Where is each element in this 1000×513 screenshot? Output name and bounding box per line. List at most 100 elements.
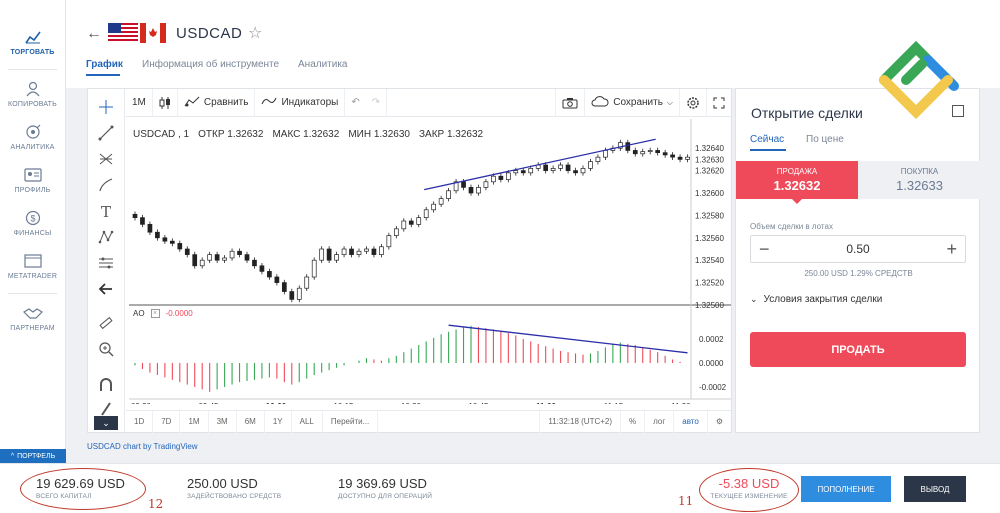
price-chart[interactable]: 1.32640 1.32630 1.32620 1.32600 1.32580 1.325… (129, 119, 731, 411)
chart-range-bar: 1D 7D 1M 3M 6M 1Y ALL Перейти... 11:32:1… (126, 410, 731, 433)
brush-tool-icon[interactable] (96, 175, 116, 195)
withdraw-button[interactable]: ВЫВОД (904, 476, 966, 502)
chart-panel: T ⌄ 1M Сравнить Индикаторы ↶ ↷ Сохранить… (87, 88, 732, 433)
candle-type-icon[interactable] (153, 88, 178, 117)
auto-scale-button[interactable]: авто (674, 410, 708, 433)
chart-clock[interactable]: 11:32:18 (UTC+2) (539, 410, 622, 433)
redo-icon[interactable]: ↷ (366, 88, 388, 117)
screenshot-camera-icon[interactable] (555, 88, 586, 117)
sell-price: 1.32632 (773, 178, 821, 193)
instrument-header: ← USDCAD ☆ График Информация об инструме… (66, 0, 1000, 88)
price-tick-label: 1.32580 (695, 211, 724, 220)
sidebar-item-trade[interactable]: ТОРГОВАТЬ (0, 22, 65, 65)
chart-settings-gear-icon[interactable]: ⚙ (715, 417, 723, 426)
sidebar-item-copy[interactable]: КОПИРОВАТЬ (0, 74, 65, 117)
ao-close-icon[interactable]: × (150, 309, 160, 318)
settings-gear-icon[interactable] (680, 88, 707, 117)
candle (595, 154, 601, 165)
interval-button[interactable]: 1M (126, 88, 153, 117)
sidebar-item-analytics[interactable]: АНАЛИТИКА (0, 117, 65, 160)
compare-button[interactable]: Сравнить (178, 88, 256, 117)
candle (147, 221, 153, 235)
candle (423, 207, 429, 221)
candle (543, 162, 549, 174)
candle (132, 211, 138, 221)
tab-instrument-info[interactable]: Информация об инструменте (142, 59, 280, 70)
candle-body (244, 254, 250, 261)
indicators-button[interactable]: Индикаторы (255, 88, 346, 117)
text-tool-icon[interactable]: T (96, 201, 116, 221)
chart-svg: 1.32640 1.32630 1.32620 1.32600 1.32580 1.325… (129, 119, 731, 411)
minus-icon[interactable]: − (759, 238, 770, 259)
current-change: -5.38 USD ТЕКУЩЕЕ ИЗМЕНЕНИЕ (709, 476, 789, 500)
trendline-ao[interactable] (448, 324, 688, 354)
close-conditions-toggle[interactable]: ⌄ Условия закрытия сделки (750, 294, 883, 305)
lock-drawing-icon[interactable] (96, 399, 116, 419)
forecast-tool-icon[interactable] (96, 253, 116, 273)
expand-icon[interactable] (952, 105, 964, 117)
candle-body (296, 287, 302, 300)
fullscreen-icon[interactable] (707, 89, 731, 117)
tab-by-price[interactable]: По цене (806, 134, 844, 145)
tab-chart[interactable]: График (86, 59, 123, 70)
portfolio-button[interactable]: ^ ПОРТФЕЛЬ (0, 449, 66, 463)
range-1y[interactable]: 1Y (265, 410, 292, 433)
range-3m[interactable]: 3M (209, 410, 237, 433)
trendline-price[interactable] (424, 138, 656, 191)
candle (155, 229, 160, 241)
sell-price-box[interactable]: ПРОДАЖА 1.32632 (736, 161, 858, 199)
candle (640, 148, 646, 157)
range-all[interactable]: ALL (292, 410, 323, 433)
candle-body (617, 142, 623, 149)
price-tick-label: 1.32600 (695, 189, 724, 198)
fib-tool-icon[interactable] (96, 149, 116, 169)
log-scale-button[interactable]: лог (645, 410, 675, 433)
range-7d[interactable]: 7D (153, 410, 181, 433)
candle (647, 147, 653, 155)
sell-button[interactable]: ПРОДАТЬ (750, 332, 966, 367)
candle-body (483, 181, 489, 188)
save-button[interactable]: Сохранить ⌵ (585, 88, 680, 117)
favorite-star-icon[interactable]: ☆ (248, 25, 263, 42)
candle (311, 257, 317, 280)
tradingview-credit-link[interactable]: USDCAD chart by TradingView (87, 442, 198, 451)
sidebar-item-partners[interactable]: ПАРТНЕРАМ (0, 298, 65, 341)
back-arrow-icon[interactable]: ← (86, 25, 102, 42)
arrow-left-icon[interactable] (96, 279, 116, 299)
candle-body (423, 209, 429, 218)
magnet-icon[interactable] (96, 375, 116, 395)
candle-body (505, 172, 511, 180)
chevron-up-icon: ^ (10, 452, 15, 460)
pattern-tool-icon[interactable] (96, 227, 116, 247)
ruler-icon[interactable] (96, 313, 116, 333)
svg-text:$: $ (30, 214, 35, 224)
sidebar-item-metatrader[interactable]: METATRADER (0, 246, 65, 289)
candle (349, 246, 354, 258)
sidebar-item-profile[interactable]: ПРОФИЛЬ (0, 160, 65, 203)
percent-scale-button[interactable]: % (621, 410, 646, 433)
profile-card-icon (22, 166, 44, 184)
undo-icon[interactable]: ↶ (351, 97, 360, 108)
goto-date-button[interactable]: Перейти... (323, 410, 379, 433)
copy-user-icon (22, 80, 44, 98)
range-1d[interactable]: 1D (126, 410, 154, 433)
candle-body (453, 181, 459, 192)
candle (550, 165, 556, 174)
deposit-button[interactable]: ПОПОЛНЕНИЕ (801, 476, 891, 502)
legend-high: МАКС 1.32632 (272, 129, 340, 140)
candle (468, 184, 474, 196)
legend-symbol[interactable]: USDCAD , 1 (133, 129, 190, 140)
sidebar-item-finance[interactable]: $ ФИНАНСЫ (0, 203, 65, 246)
plus-icon[interactable]: + (946, 238, 957, 259)
zoom-in-icon[interactable] (96, 339, 116, 359)
crosshair-icon[interactable] (96, 97, 116, 117)
buy-price-box[interactable]: ПОКУПКА 1.32633 (858, 161, 981, 199)
tab-analytics[interactable]: Аналитика (298, 59, 348, 70)
tab-now[interactable]: Сейчас (750, 134, 785, 145)
trendline-tool-icon[interactable] (96, 123, 116, 143)
ao-label[interactable]: AO (133, 309, 145, 318)
chevron-down-icon[interactable]: ⌄ (94, 416, 118, 430)
range-1m[interactable]: 1M (180, 410, 209, 433)
volume-input[interactable]: 0.50 (846, 242, 870, 256)
range-6m[interactable]: 6M (237, 410, 265, 433)
